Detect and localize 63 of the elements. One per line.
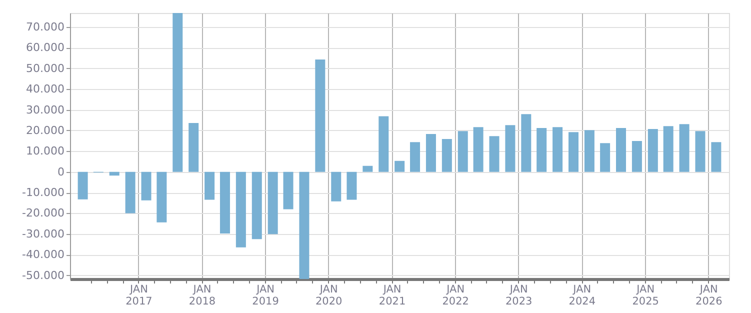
bar <box>78 172 88 200</box>
bar <box>188 123 199 172</box>
bar <box>410 142 420 172</box>
x-tick-label: JAN 2022 <box>442 284 469 308</box>
y-tick-label: 0 <box>58 165 64 178</box>
bar <box>458 131 468 172</box>
y-tick-label: -10.000 <box>22 186 64 200</box>
x-tick-label: JAN 2018 <box>188 284 216 308</box>
bar <box>442 138 452 172</box>
y-tick-label: 10.000 <box>26 144 64 158</box>
y-tick-label: 60.000 <box>26 41 64 54</box>
bar <box>362 166 373 172</box>
x-tick-label: JAN 2023 <box>505 284 532 308</box>
bar <box>679 124 690 172</box>
x-tick-label: JAN 2024 <box>568 284 596 308</box>
x-tick-label: JAN 2026 <box>696 284 723 308</box>
x-tick-label: JAN 2019 <box>252 284 279 308</box>
bar <box>252 172 262 240</box>
bar <box>172 13 183 172</box>
bar <box>331 172 342 202</box>
bar <box>568 132 578 172</box>
bar <box>584 130 594 172</box>
bar <box>426 134 436 172</box>
bar <box>283 172 294 210</box>
bar <box>394 160 405 172</box>
bar <box>616 128 626 172</box>
y-tick-label: 30.000 <box>26 103 64 116</box>
y-tick-label: 70.000 <box>26 20 64 34</box>
x-tick-label: JAN 2017 <box>126 284 152 308</box>
bar <box>663 126 674 172</box>
x-tick-label: JAN 2021 <box>378 284 406 308</box>
y-tick-label: -30.000 <box>22 227 64 240</box>
bar <box>378 116 389 172</box>
bar <box>236 172 246 248</box>
bar <box>552 127 563 172</box>
y-tick-label: 40.000 <box>26 82 64 96</box>
bar <box>156 172 167 222</box>
x-tick-label: JAN 2025 <box>632 284 659 308</box>
bar <box>600 143 610 172</box>
bar <box>695 131 706 172</box>
bar <box>505 125 516 172</box>
bar <box>268 172 278 234</box>
bar <box>125 172 136 214</box>
bar <box>711 142 722 172</box>
bar <box>521 114 532 172</box>
bar <box>473 127 484 172</box>
bar <box>346 172 357 200</box>
x-tick-label: JAN 2020 <box>315 284 342 308</box>
y-tick-label: 50.000 <box>26 62 64 75</box>
bar <box>489 136 500 172</box>
bar <box>220 172 230 234</box>
bar <box>648 129 658 172</box>
y-tick-label: -40.000 <box>22 248 64 262</box>
y-tick-label: 20.000 <box>26 124 64 137</box>
bar <box>141 172 152 200</box>
y-tick-label: -50.000 <box>22 268 64 282</box>
bar <box>536 128 547 172</box>
bar <box>632 141 642 172</box>
bar <box>204 172 215 200</box>
bar <box>109 172 120 176</box>
bar <box>299 172 310 279</box>
bar <box>315 60 326 172</box>
y-tick-label: -20.000 <box>22 206 64 220</box>
